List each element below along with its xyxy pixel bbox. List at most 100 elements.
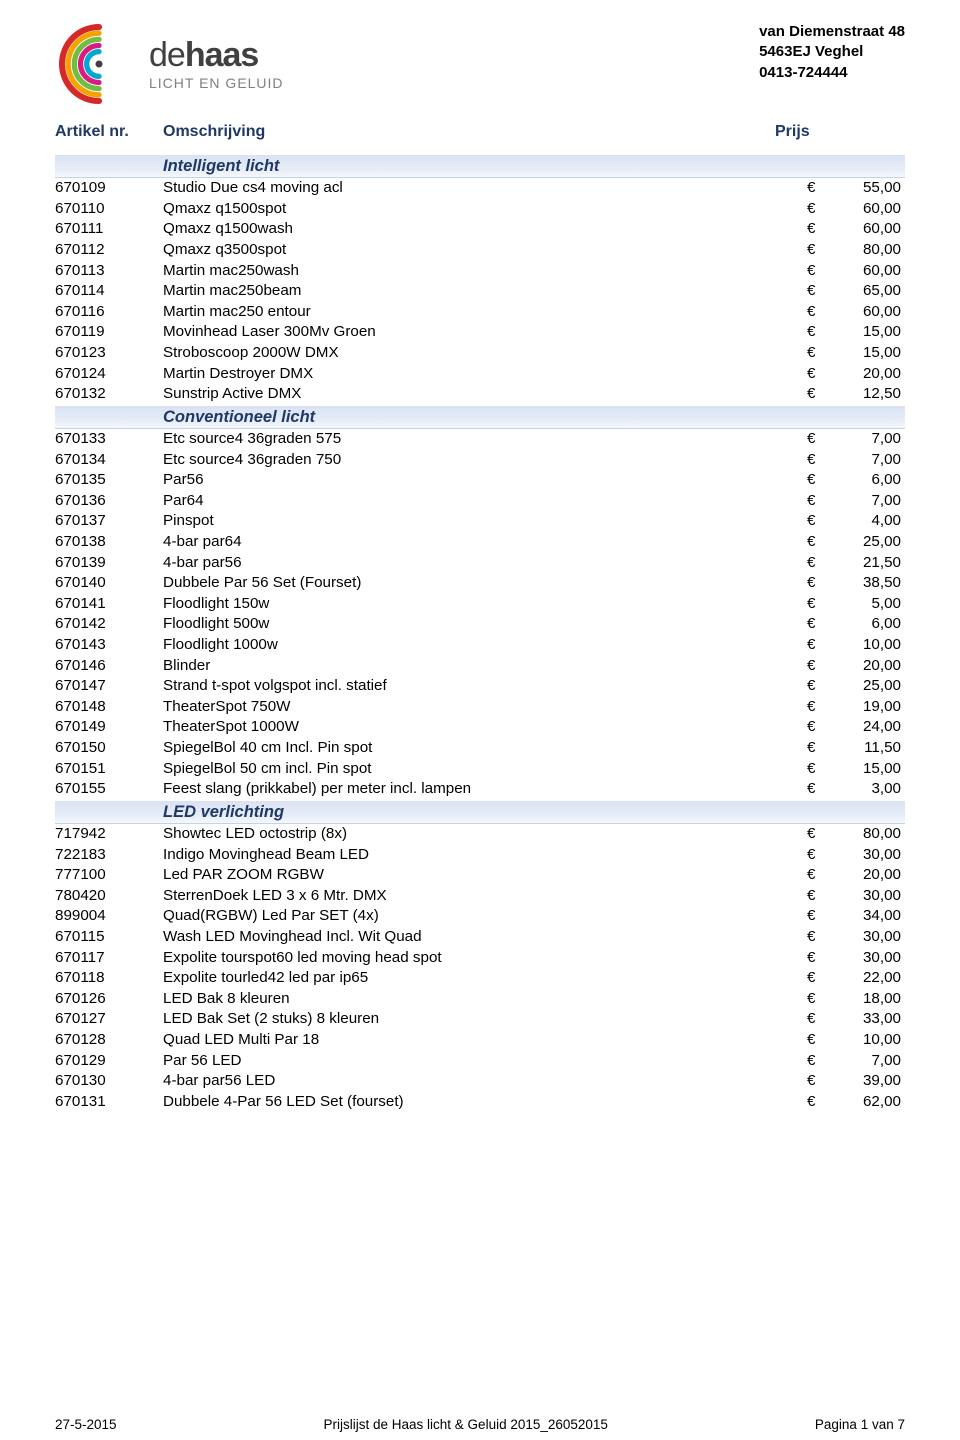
cell-currency: € xyxy=(807,1030,827,1051)
table-row: 670151SpiegelBol 50 cm incl. Pin spot€15… xyxy=(55,759,905,780)
table-row: 670119Movinhead Laser 300Mv Groen€15,00 xyxy=(55,322,905,343)
cell-currency: € xyxy=(807,1092,827,1113)
table-row: 670117Expolite tourspot60 led moving hea… xyxy=(55,948,905,969)
cell-omschrijving: Indigo Movinghead Beam LED xyxy=(163,845,807,866)
cell-omschrijving: Sunstrip Active DMX xyxy=(163,384,807,405)
cell-artikel: 670109 xyxy=(55,178,163,199)
cell-omschrijving: Floodlight 1000w xyxy=(163,635,807,656)
cell-artikel: 670129 xyxy=(55,1051,163,1072)
column-headers: Artikel nr. Omschrijving Prijs xyxy=(55,123,905,141)
cell-omschrijving: Martin Destroyer DMX xyxy=(163,364,807,385)
cell-currency: € xyxy=(807,717,827,738)
cell-currency: € xyxy=(807,948,827,969)
cell-currency: € xyxy=(807,491,827,512)
cell-omschrijving: Showtec LED octostrip (8x) xyxy=(163,824,807,845)
cell-currency: € xyxy=(807,594,827,615)
table-row: 670127LED Bak Set (2 stuks) 8 kleuren€33… xyxy=(55,1009,905,1030)
cell-omschrijving: Floodlight 150w xyxy=(163,594,807,615)
table-row: 6701304-bar par56 LED€39,00 xyxy=(55,1071,905,1092)
table-row: 670150SpiegelBol 40 cm Incl. Pin spot€11… xyxy=(55,738,905,759)
cell-prijs: 39,00 xyxy=(827,1071,905,1092)
cell-omschrijving: Qmaxz q1500wash xyxy=(163,219,807,240)
cell-currency: € xyxy=(807,281,827,302)
cell-prijs: 7,00 xyxy=(827,491,905,512)
cell-omschrijving: Blinder xyxy=(163,656,807,677)
cell-artikel: 670139 xyxy=(55,553,163,574)
cell-prijs: 21,50 xyxy=(827,553,905,574)
cell-prijs: 33,00 xyxy=(827,1009,905,1030)
cell-currency: € xyxy=(807,240,827,261)
cell-artikel: 670135 xyxy=(55,470,163,491)
cell-prijs: 4,00 xyxy=(827,511,905,532)
cell-currency: € xyxy=(807,738,827,759)
cell-prijs: 10,00 xyxy=(827,635,905,656)
table-row: 670109Studio Due cs4 moving acl€55,00 xyxy=(55,178,905,199)
table-row: 670141Floodlight 150w€5,00 xyxy=(55,594,905,615)
address-line1: van Diemenstraat 48 xyxy=(759,22,905,42)
cell-artikel: 670137 xyxy=(55,511,163,532)
table-row: 670135Par56€6,00 xyxy=(55,470,905,491)
cell-prijs: 25,00 xyxy=(827,676,905,697)
cell-prijs: 15,00 xyxy=(827,759,905,780)
section-title: Intelligent licht xyxy=(55,155,905,178)
cell-omschrijving: Etc source4 36graden 750 xyxy=(163,450,807,471)
cell-omschrijving: Etc source4 36graden 575 xyxy=(163,429,807,450)
cell-artikel: 777100 xyxy=(55,865,163,886)
section-title: Conventioneel licht xyxy=(55,406,905,429)
cell-currency: € xyxy=(807,779,827,800)
cell-omschrijving: Strand t-spot volgspot incl. statief xyxy=(163,676,807,697)
table-row: 670131Dubbele 4-Par 56 LED Set (fourset)… xyxy=(55,1092,905,1113)
cell-artikel: 670149 xyxy=(55,717,163,738)
cell-prijs: 34,00 xyxy=(827,906,905,927)
cell-prijs: 15,00 xyxy=(827,343,905,364)
cell-prijs: 20,00 xyxy=(827,656,905,677)
col-omschrijving: Omschrijving xyxy=(163,123,775,141)
cell-prijs: 30,00 xyxy=(827,886,905,907)
cell-currency: € xyxy=(807,676,827,697)
cell-omschrijving: Par64 xyxy=(163,491,807,512)
cell-omschrijving: Led PAR ZOOM RGBW xyxy=(163,865,807,886)
cell-prijs: 7,00 xyxy=(827,429,905,450)
col-artikel: Artikel nr. xyxy=(55,123,163,141)
cell-currency: € xyxy=(807,656,827,677)
logo-text: dehaas LICHT EN GELUID xyxy=(149,38,284,90)
table-row: 670143Floodlight 1000w€10,00 xyxy=(55,635,905,656)
cell-currency: € xyxy=(807,364,827,385)
cell-currency: € xyxy=(807,906,827,927)
cell-artikel: 670110 xyxy=(55,199,163,220)
table-row: 670118Expolite tourled42 led par ip65€22… xyxy=(55,968,905,989)
cell-artikel: 670134 xyxy=(55,450,163,471)
cell-omschrijving: Qmaxz q1500spot xyxy=(163,199,807,220)
footer-title: Prijslijst de Haas licht & Geluid 2015_2… xyxy=(324,1417,608,1432)
cell-prijs: 30,00 xyxy=(827,948,905,969)
cell-currency: € xyxy=(807,219,827,240)
brand-haas: haas xyxy=(185,36,259,74)
section-title: LED verlichting xyxy=(55,801,905,824)
table-row: 6701384-bar par64€25,00 xyxy=(55,532,905,553)
cell-prijs: 80,00 xyxy=(827,240,905,261)
cell-omschrijving: TheaterSpot 750W xyxy=(163,697,807,718)
cell-prijs: 24,00 xyxy=(827,717,905,738)
table-row: 670155Feest slang (prikkabel) per meter … xyxy=(55,779,905,800)
table-row: 777100Led PAR ZOOM RGBW€20,00 xyxy=(55,865,905,886)
cell-artikel: 670136 xyxy=(55,491,163,512)
cell-artikel: 670124 xyxy=(55,364,163,385)
cell-prijs: 30,00 xyxy=(827,845,905,866)
cell-prijs: 11,50 xyxy=(827,738,905,759)
table-row: 670147Strand t-spot volgspot incl. stati… xyxy=(55,676,905,697)
cell-currency: € xyxy=(807,759,827,780)
cell-prijs: 7,00 xyxy=(827,450,905,471)
cell-artikel: 670146 xyxy=(55,656,163,677)
cell-artikel: 780420 xyxy=(55,886,163,907)
table-row: 670133Etc source4 36graden 575€7,00 xyxy=(55,429,905,450)
cell-currency: € xyxy=(807,343,827,364)
cell-artikel: 670138 xyxy=(55,532,163,553)
table-row: 899004Quad(RGBW) Led Par SET (4x)€34,00 xyxy=(55,906,905,927)
cell-artikel: 670141 xyxy=(55,594,163,615)
cell-omschrijving: Floodlight 500w xyxy=(163,614,807,635)
cell-artikel: 670147 xyxy=(55,676,163,697)
cell-currency: € xyxy=(807,450,827,471)
header: dehaas LICHT EN GELUID van Diemenstraat … xyxy=(55,20,905,108)
cell-omschrijving: Par 56 LED xyxy=(163,1051,807,1072)
table-row: 670115Wash LED Movinghead Incl. Wit Quad… xyxy=(55,927,905,948)
